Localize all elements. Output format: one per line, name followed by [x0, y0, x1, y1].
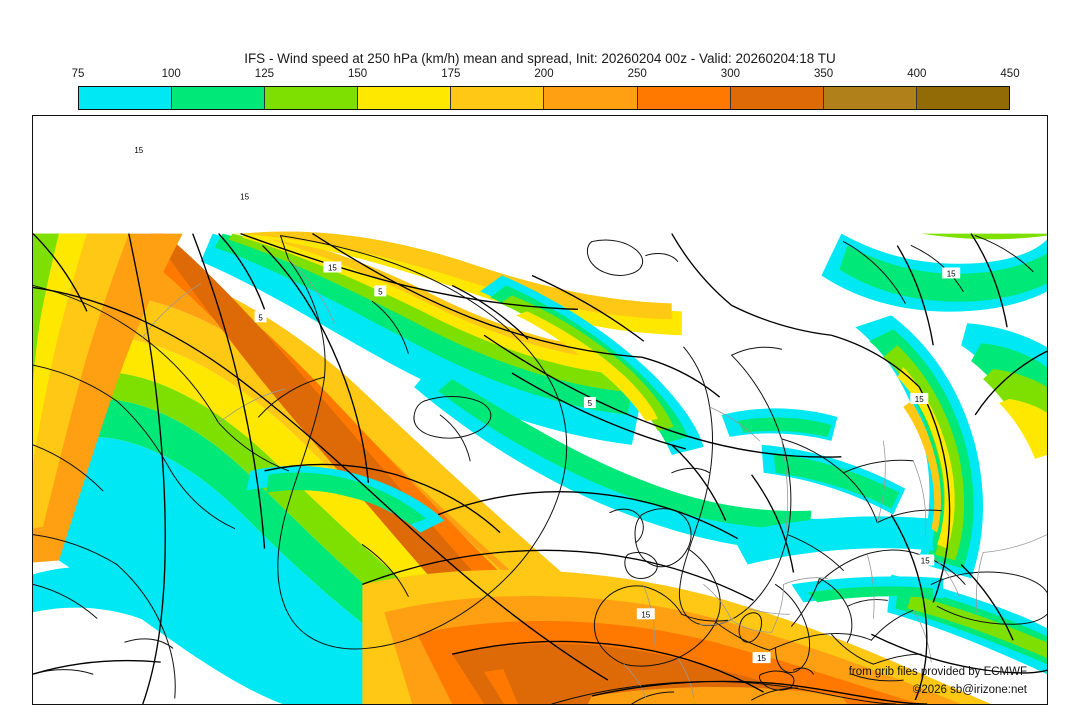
contour-value-labels: 15 5 15 15 5: [129, 143, 961, 663]
coastlines: [33, 235, 1047, 704]
svg-text:15: 15: [915, 395, 924, 404]
colorbar: 75 100 125 150 175 200 250 300 350 400 450: [72, 68, 1020, 110]
spread-contours: [33, 232, 1047, 704]
map-panel[interactable]: 15 5 15 15 5: [32, 115, 1048, 705]
svg-text:15: 15: [134, 146, 143, 155]
colorbar-band-300-350: [730, 87, 824, 109]
svg-text:15: 15: [921, 556, 930, 565]
colorbar-tick-75: 75: [71, 68, 85, 80]
svg-text:5: 5: [588, 399, 593, 408]
colorbar-tick-250: 250: [627, 68, 647, 80]
svg-text:15: 15: [757, 654, 766, 663]
svg-text:15: 15: [328, 263, 337, 272]
page-title: IFS - Wind speed at 250 hPa (km/h) mean …: [244, 51, 836, 66]
colorbar-band-175-200: [451, 87, 545, 109]
svg-text:5: 5: [258, 313, 263, 322]
svg-text:15: 15: [947, 269, 956, 278]
colorbar-band-150-175: [358, 87, 452, 109]
colorbar-band-100-125: [172, 87, 266, 109]
colorbar-band-400-450: [916, 87, 1009, 109]
colorbar-band-75-100: [79, 87, 173, 109]
svg-text:15: 15: [240, 193, 249, 202]
svg-text:5: 5: [378, 287, 383, 296]
colorbar-tick-300: 300: [720, 68, 740, 80]
colorbar-tick-100: 100: [161, 68, 181, 80]
map-svg: 15 5 15 15 5: [33, 116, 1047, 704]
colorbar-tick-labels: 75 100 125 150 175 200 250 300 350 400 450: [72, 68, 1020, 84]
colorbar-tick-125: 125: [254, 68, 274, 80]
colorbar-tick-450: 450: [1000, 68, 1020, 80]
svg-text:15: 15: [641, 610, 650, 619]
colorbar-tick-350: 350: [814, 68, 834, 80]
colorbar-bands: [78, 86, 1010, 110]
colorbar-band-125-150: [265, 87, 359, 109]
colorbar-tick-400: 400: [907, 68, 927, 80]
colorbar-band-350-400: [823, 87, 917, 109]
colorbar-tick-200: 200: [534, 68, 554, 80]
colorbar-tick-175: 175: [441, 68, 461, 80]
colorbar-tick-150: 150: [348, 68, 368, 80]
colorbar-band-250-300: [637, 87, 731, 109]
colorbar-band-200-250: [544, 87, 638, 109]
